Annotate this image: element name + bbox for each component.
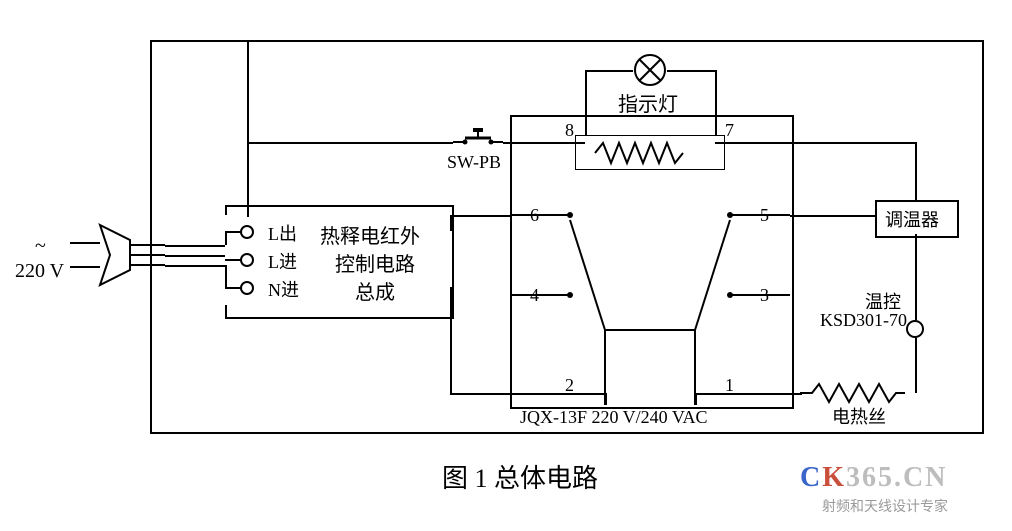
wire bbox=[450, 287, 452, 395]
pir-title-1: 热释电红外 bbox=[320, 220, 420, 249]
wire bbox=[790, 215, 875, 217]
wire bbox=[225, 259, 233, 261]
wire bbox=[915, 234, 917, 320]
wire bbox=[790, 142, 915, 144]
indicator-label: 指示灯 bbox=[618, 88, 678, 117]
wire bbox=[225, 265, 227, 289]
thermostat-label: 调温器 bbox=[885, 206, 939, 232]
ac-voltage: 220 V bbox=[15, 260, 64, 283]
wire bbox=[715, 142, 790, 144]
watermark-logo: CK365.CN bbox=[800, 462, 947, 494]
ac-symbol: ~ bbox=[35, 235, 46, 258]
wire bbox=[915, 142, 917, 200]
wire bbox=[585, 70, 633, 72]
watermark-sub: 射频和天线设计专家 bbox=[822, 496, 948, 516]
figure-caption: 图 1 总体电路 bbox=[360, 458, 680, 495]
terminal-n-in: N进 bbox=[268, 276, 299, 302]
wire bbox=[695, 393, 790, 395]
wire bbox=[667, 70, 715, 72]
wire bbox=[605, 393, 607, 405]
thermal-switch-icon bbox=[906, 320, 924, 338]
wire bbox=[450, 215, 452, 231]
wire bbox=[247, 142, 453, 144]
wire bbox=[790, 393, 802, 395]
wire bbox=[715, 70, 717, 115]
wire bbox=[915, 338, 917, 393]
wire bbox=[695, 393, 697, 405]
wire bbox=[585, 70, 587, 115]
terminal-l-in: L进 bbox=[268, 248, 297, 274]
relay-pin-7: 7 bbox=[725, 120, 734, 141]
wire bbox=[247, 40, 249, 142]
heater-label: 电热丝 bbox=[832, 403, 886, 429]
relay-pin-8: 8 bbox=[565, 120, 574, 141]
relay-model: JQX-13F 220 V/240 VAC bbox=[520, 407, 708, 428]
wire bbox=[503, 142, 585, 144]
wire bbox=[165, 265, 225, 267]
wire bbox=[715, 115, 717, 135]
wire bbox=[450, 393, 605, 395]
pir-title-3: 总成 bbox=[355, 276, 395, 305]
thermal-switch-model: KSD301-70 bbox=[820, 310, 907, 331]
relay-coil-icon bbox=[575, 135, 725, 170]
heater-icon bbox=[800, 382, 915, 404]
switch-label: SW-PB bbox=[447, 152, 501, 173]
wire bbox=[165, 255, 225, 257]
wire bbox=[450, 215, 510, 217]
indicator-lamp-icon bbox=[633, 53, 667, 87]
wire bbox=[247, 142, 249, 217]
terminal-l-out: L出 bbox=[268, 220, 297, 246]
wire bbox=[165, 245, 225, 247]
relay-contacts-icon bbox=[510, 170, 790, 405]
wire bbox=[225, 231, 227, 245]
pir-title-2: 控制电路 bbox=[335, 248, 415, 277]
pushbutton-icon bbox=[453, 128, 503, 148]
power-plug-icon bbox=[70, 220, 165, 290]
wire bbox=[585, 115, 587, 135]
circuit-diagram: ~ 220 V L出 L进 N进 热释电红外 控制电路 总成 8 7 6 bbox=[10, 10, 1012, 521]
